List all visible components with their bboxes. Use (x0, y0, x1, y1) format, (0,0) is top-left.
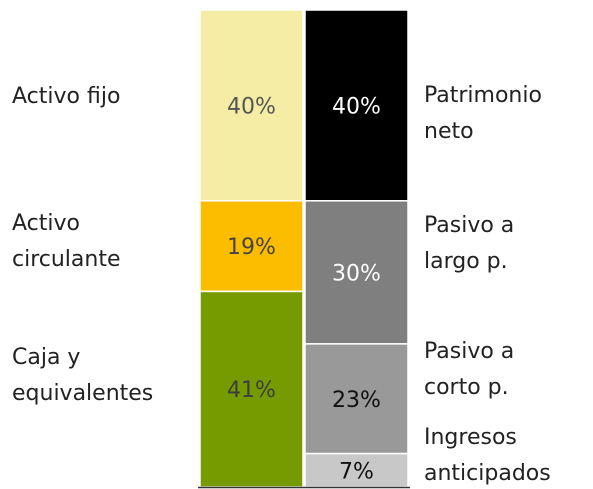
segment (199, 9, 304, 202)
value-label: 41% (227, 378, 276, 403)
segment-name: Activo fijo (12, 84, 120, 109)
value-label: 23% (332, 388, 381, 413)
segment-name: Pasivo a (424, 213, 514, 238)
value-label: 30% (332, 261, 381, 286)
segment-name: Activo (12, 211, 80, 236)
segment-name: Patrimonio (424, 83, 542, 108)
segment-name: Pasivo a (424, 339, 514, 364)
segment-name: neto (424, 119, 474, 144)
segment (304, 9, 409, 202)
segment-name: anticipados (424, 461, 551, 486)
segment (304, 343, 409, 455)
value-label: 19% (227, 235, 276, 260)
segment (199, 290, 304, 488)
value-label: 40% (227, 94, 276, 119)
value-label: 40% (332, 94, 381, 119)
segment-name: equivalentes (12, 381, 153, 406)
segment-name: Ingresos (424, 425, 517, 450)
segment-name: Caja y (12, 345, 80, 370)
segment (199, 200, 304, 293)
segment-name: circulante (12, 247, 121, 272)
segment-name: largo p. (424, 249, 508, 274)
segment (304, 200, 409, 345)
value-label: 7% (339, 459, 374, 484)
segment-name: corto p. (424, 375, 509, 400)
